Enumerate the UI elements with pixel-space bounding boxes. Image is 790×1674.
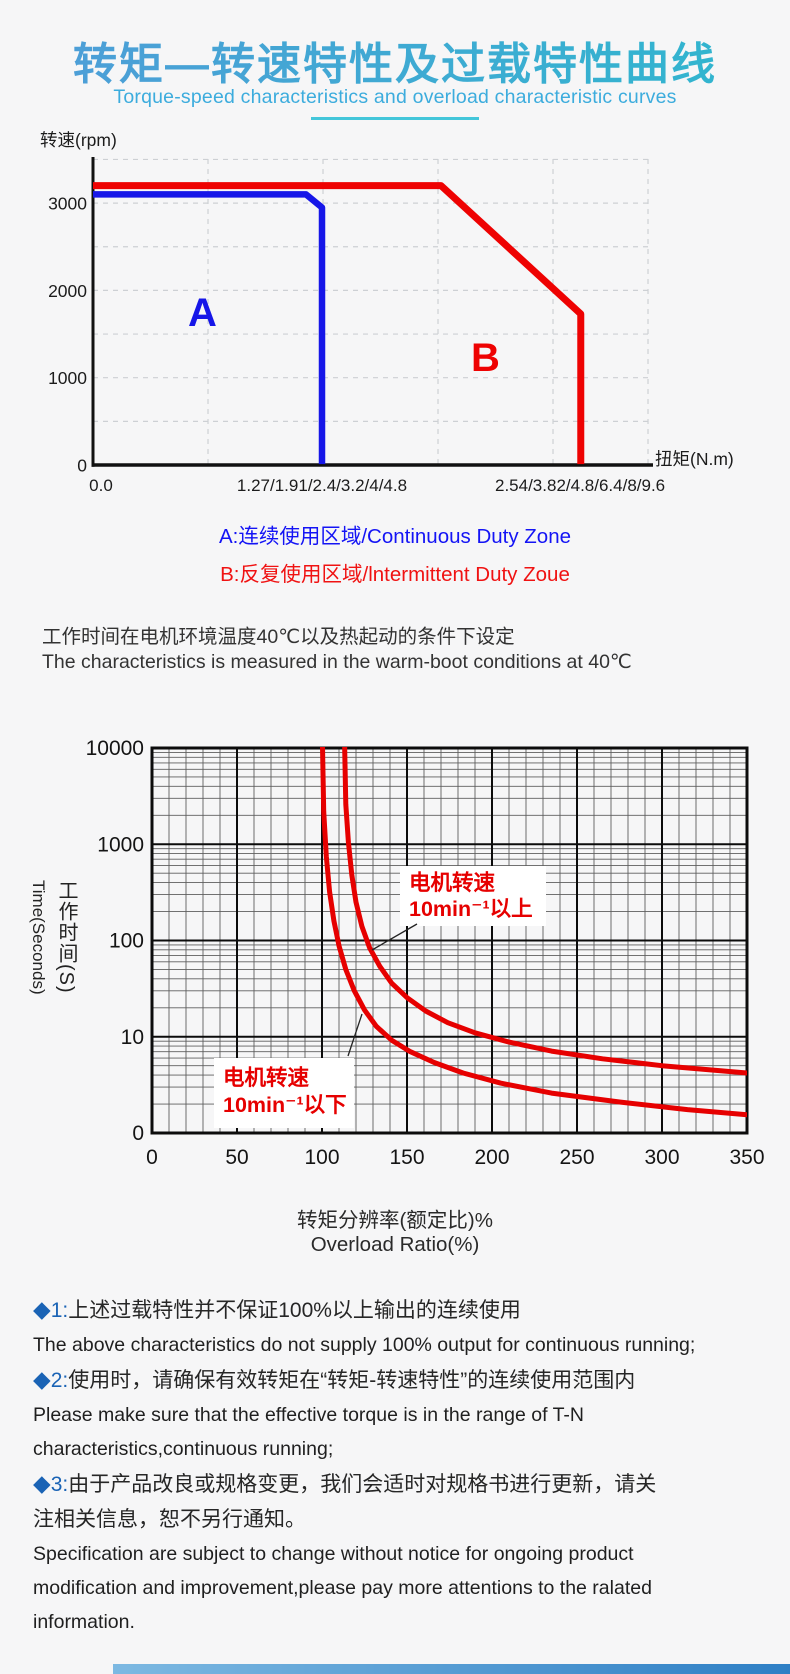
chart1-x-axis-label: 扭矩(N.m) [655, 449, 734, 469]
diamond-bullet-icon: ◆ [33, 1366, 51, 1392]
svg-text:1000: 1000 [48, 368, 87, 388]
svg-text:电机转速: 电机转速 [223, 1065, 310, 1090]
curve-above-10rpm [342, 747, 747, 1076]
zone-a-line [93, 191, 326, 465]
note-3-zh-line2: 注相关信息，恕不另行通知。 [33, 1508, 306, 1531]
svg-text:10min⁻¹以下: 10min⁻¹以下 [223, 1093, 347, 1117]
chart2-y-axis-label-en: Time(Seconds) [29, 879, 48, 995]
chart2-y-axis-label-zh: 工作时间(S) [55, 880, 77, 994]
title-underline [311, 117, 479, 120]
svg-text:1000: 1000 [97, 833, 144, 856]
page-title: 转矩—转速特性及过载特性曲线 [0, 28, 790, 92]
svg-text:1.27/1.91/2.4/3.2/4/4.8: 1.27/1.91/2.4/3.2/4/4.8 [237, 476, 407, 495]
chart2-y-axis-labels: Time(Seconds) 工作时间(S) [28, 842, 81, 1032]
curve-below-10rpm [320, 747, 747, 1118]
bottom-accent-bar [113, 1664, 790, 1674]
legend-zone-a: A:连续使用区域/Continuous Duty Zone [218, 525, 572, 548]
svg-text:100: 100 [109, 930, 144, 953]
gridlines [93, 158, 649, 465]
svg-text:350: 350 [729, 1146, 764, 1169]
curve-annotation-below: 电机转速 10min⁻¹以下 [214, 1013, 363, 1128]
svg-text:10000: 10000 [86, 737, 144, 760]
chart2-x-axis-label-en: Overload Ratio(%) [310, 1233, 480, 1256]
torque-speed-chart: 0 1000 2000 3000 0.0 1.27/1.91/2.4/3.2/4/4.8 2… [48, 157, 665, 495]
zone-b-label: B [471, 336, 500, 380]
note-3-zh-line1: ◆3:由于产品改良或规格变更，我们会适时对规格书进行更新，请关 [33, 1470, 657, 1496]
svg-text:10min⁻¹以上: 10min⁻¹以上 [409, 897, 533, 921]
page-subtitle: Torque-speed characteristics and overloa… [113, 86, 677, 108]
svg-text:3000: 3000 [48, 194, 87, 214]
svg-text:50: 50 [225, 1146, 248, 1169]
legend-zone-b: B:反复使用区域/lntermittent Duty Zoue [220, 563, 570, 586]
note-1-en: The above characteristics do not supply … [33, 1334, 696, 1356]
note-3-en-line2: modification and improvement,please pay … [33, 1577, 652, 1599]
zone-a-label: A [188, 291, 217, 335]
notes-section: ◆1:上述过载特性并不保证100%以上输出的连续使用 The above cha… [33, 1292, 783, 1639]
condition-note-en: The characteristics is measured in the w… [42, 651, 632, 673]
svg-text:0: 0 [77, 456, 87, 476]
svg-text:150: 150 [389, 1146, 424, 1169]
zone-b-line [93, 182, 585, 465]
svg-text:2.54/3.82/4.8/6.4/8/9.6: 2.54/3.82/4.8/6.4/8/9.6 [495, 476, 665, 495]
diamond-bullet-icon: ◆ [33, 1470, 51, 1496]
chart1-y-axis-label: 转速(rpm) [40, 130, 117, 150]
svg-text:电机转速: 电机转速 [409, 870, 496, 895]
svg-text:250: 250 [559, 1146, 594, 1169]
svg-text:0: 0 [132, 1122, 144, 1145]
note-2-en-line2: characteristics,continuous running; [33, 1438, 334, 1460]
chart2-x-axis-label-zh: 转矩分辨率(额定比)% [297, 1209, 493, 1232]
svg-text:300: 300 [644, 1146, 679, 1169]
condition-note-zh: 工作时间在电机环境温度40℃以及热起动的条件下设定 [42, 626, 515, 648]
svg-text:200: 200 [474, 1146, 509, 1169]
note-3-en-line3: information. [33, 1611, 135, 1633]
note-2-zh: ◆2:使用时，请确保有效转矩在“转矩-转速特性”的连续使用范围内 [33, 1366, 636, 1392]
diamond-bullet-icon: ◆ [33, 1296, 51, 1322]
svg-text:2000: 2000 [48, 281, 87, 301]
svg-text:100: 100 [304, 1146, 339, 1169]
note-2-en-line1: Please make sure that the effective torq… [33, 1404, 585, 1426]
svg-text:0: 0 [146, 1146, 158, 1169]
svg-text:10: 10 [121, 1026, 144, 1049]
plot-frame [150, 746, 749, 1135]
note-3-en-line1: Specification are subject to change with… [33, 1543, 634, 1565]
svg-text:0.0: 0.0 [89, 476, 113, 495]
note-1-zh: ◆1:上述过载特性并不保证100%以上输出的连续使用 [33, 1296, 521, 1322]
